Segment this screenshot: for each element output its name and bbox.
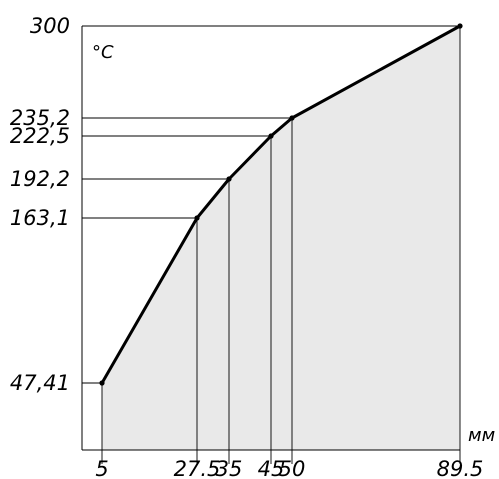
- x-tick-label-2: 35: [216, 457, 243, 479]
- y-tick-label-4: 235,2: [10, 106, 70, 130]
- data-point-4: [289, 115, 295, 121]
- x-tick-label-4: 50: [279, 457, 306, 479]
- x-axis-unit-label: мм: [468, 425, 495, 446]
- x-tick-label-0: 5: [95, 457, 108, 479]
- y-tick-label-3: 222,5: [10, 124, 70, 148]
- x-tick-label-1: 27.5: [174, 457, 221, 479]
- y-tick-label-2: 192,2: [10, 167, 70, 191]
- y-tick-label-0: 47,41: [10, 371, 70, 395]
- data-point-0: [99, 380, 105, 386]
- guide-lines: [82, 25, 461, 464]
- plot-area: [81, 23, 463, 464]
- x-tick-label-3: 45: [258, 457, 285, 479]
- y-axis-unit-label: °С: [92, 42, 114, 63]
- series-line: [100, 24, 462, 385]
- data-point-5: [457, 23, 463, 29]
- data-points: [99, 23, 463, 386]
- data-point-3: [268, 133, 274, 139]
- area-fill: [102, 26, 460, 450]
- y-tick-label-1: 163,1: [10, 206, 70, 230]
- y-tick-label-5: 300: [30, 14, 70, 38]
- x-tick-label-5: 89.5: [437, 457, 484, 479]
- data-point-1: [194, 215, 200, 221]
- data-point-2: [226, 176, 232, 182]
